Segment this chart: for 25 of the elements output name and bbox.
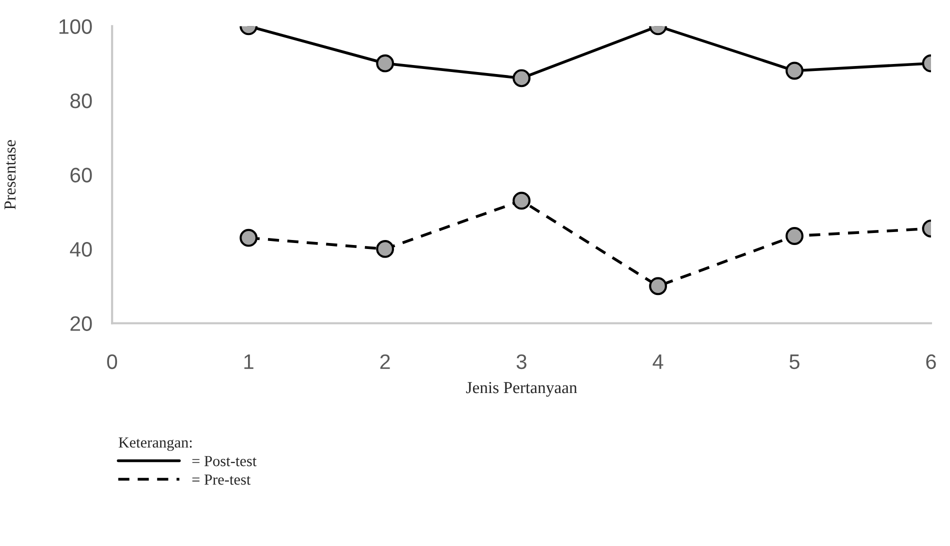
point [376,54,394,72]
point [786,227,804,245]
point [786,62,804,80]
legend-label: = Pre-test [192,474,251,485]
x-tick-label: 5 [790,354,800,370]
x-tick-label: 2 [380,354,390,369]
x-tick-label: 1 [244,354,254,369]
point [512,69,531,88]
y-tick-label: 60 [70,168,92,182]
x-tick-label: 3 [516,354,526,370]
point [649,277,667,296]
legend-title: Keterangan: [118,437,192,451]
legend-label: = Post-test [192,456,257,466]
point [512,192,531,210]
point [240,228,258,247]
y-tick-label: 100 [59,19,92,34]
x-tick-label: 6 [926,354,936,370]
y-tick-label: 80 [70,93,92,108]
x-axis-title: Jenis Pertanyaan [466,382,578,397]
y-tick-label: 40 [70,242,92,257]
x-tick-label: 0 [107,354,118,370]
point [376,240,394,258]
x-tick-label: 4 [652,354,664,369]
y-tick-label: 20 [70,316,92,331]
y-axis-title: Presentase [4,140,16,210]
